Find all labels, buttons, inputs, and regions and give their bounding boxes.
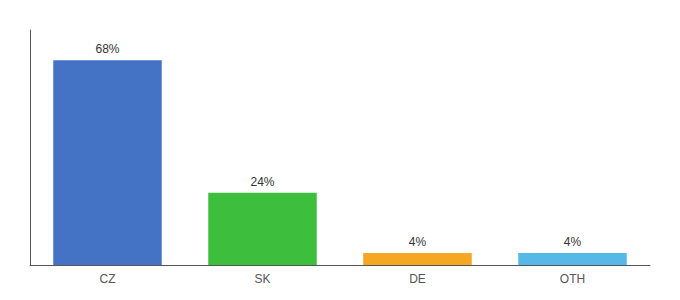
svg-text:SK: SK bbox=[254, 272, 270, 286]
svg-text:CZ: CZ bbox=[100, 272, 116, 286]
svg-text:4%: 4% bbox=[409, 235, 427, 249]
svg-text:4%: 4% bbox=[564, 235, 582, 249]
svg-text:68%: 68% bbox=[95, 42, 119, 56]
svg-text:DE: DE bbox=[409, 272, 426, 286]
svg-text:OTH: OTH bbox=[560, 272, 585, 286]
svg-text:24%: 24% bbox=[250, 175, 274, 189]
